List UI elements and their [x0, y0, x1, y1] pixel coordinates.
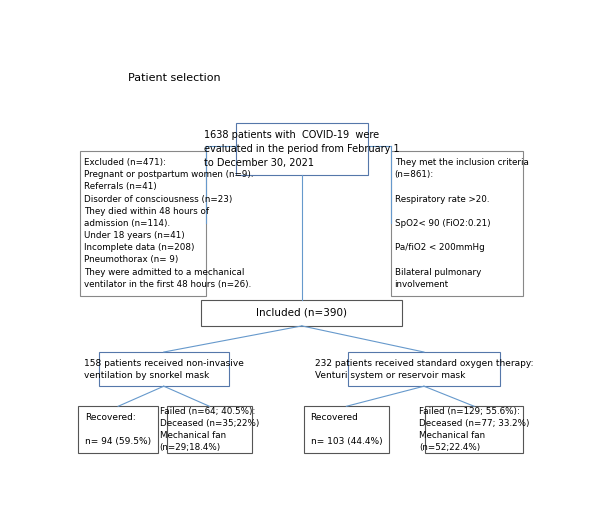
FancyBboxPatch shape	[78, 406, 158, 453]
Text: Excluded (n=471):
Pregnant or postpartum women (n=9).
Referrals (n=41)
Disorder : Excluded (n=471): Pregnant or postpartum…	[84, 158, 254, 289]
Text: They met the inclusion criteria
(n=861):

Respiratory rate >20.

SpO2< 90 (FiO2:: They met the inclusion criteria (n=861):…	[395, 158, 528, 289]
Text: 158 patients received non-invasive
ventilation by snorkel mask: 158 patients received non-invasive venti…	[84, 359, 244, 379]
Text: Recovered:

n= 94 (59.5%): Recovered: n= 94 (59.5%)	[85, 413, 151, 446]
FancyBboxPatch shape	[167, 406, 252, 453]
FancyBboxPatch shape	[348, 352, 501, 386]
Text: 232 patients received standard oxygen therapy:
Venturi system or reservoir mask: 232 patients received standard oxygen th…	[315, 359, 533, 379]
Text: Included (n=390): Included (n=390)	[256, 308, 348, 318]
FancyBboxPatch shape	[304, 406, 389, 453]
FancyBboxPatch shape	[99, 352, 229, 386]
Text: 1638 patients with  COVID-19  were
evaluated in the period from February 1
to De: 1638 patients with COVID-19 were evaluat…	[204, 130, 400, 168]
FancyBboxPatch shape	[201, 300, 402, 326]
Text: Recovered

n= 103 (44.4%): Recovered n= 103 (44.4%)	[310, 413, 382, 446]
FancyBboxPatch shape	[81, 151, 206, 296]
Text: Failed (n=129; 55.6%):
Deceased (n=77; 33.2%)
Mechanical fan
(n=52;22.4%): Failed (n=129; 55.6%): Deceased (n=77; 3…	[419, 407, 530, 452]
Text: Patient selection: Patient selection	[128, 73, 221, 82]
FancyBboxPatch shape	[391, 151, 523, 296]
Text: Failed (n=64; 40.5%):
Deceased (n=35;22%)
Mechanical fan
(n=29;18.4%): Failed (n=64; 40.5%): Deceased (n=35;22%…	[160, 407, 259, 452]
FancyBboxPatch shape	[236, 123, 368, 175]
FancyBboxPatch shape	[425, 406, 523, 453]
